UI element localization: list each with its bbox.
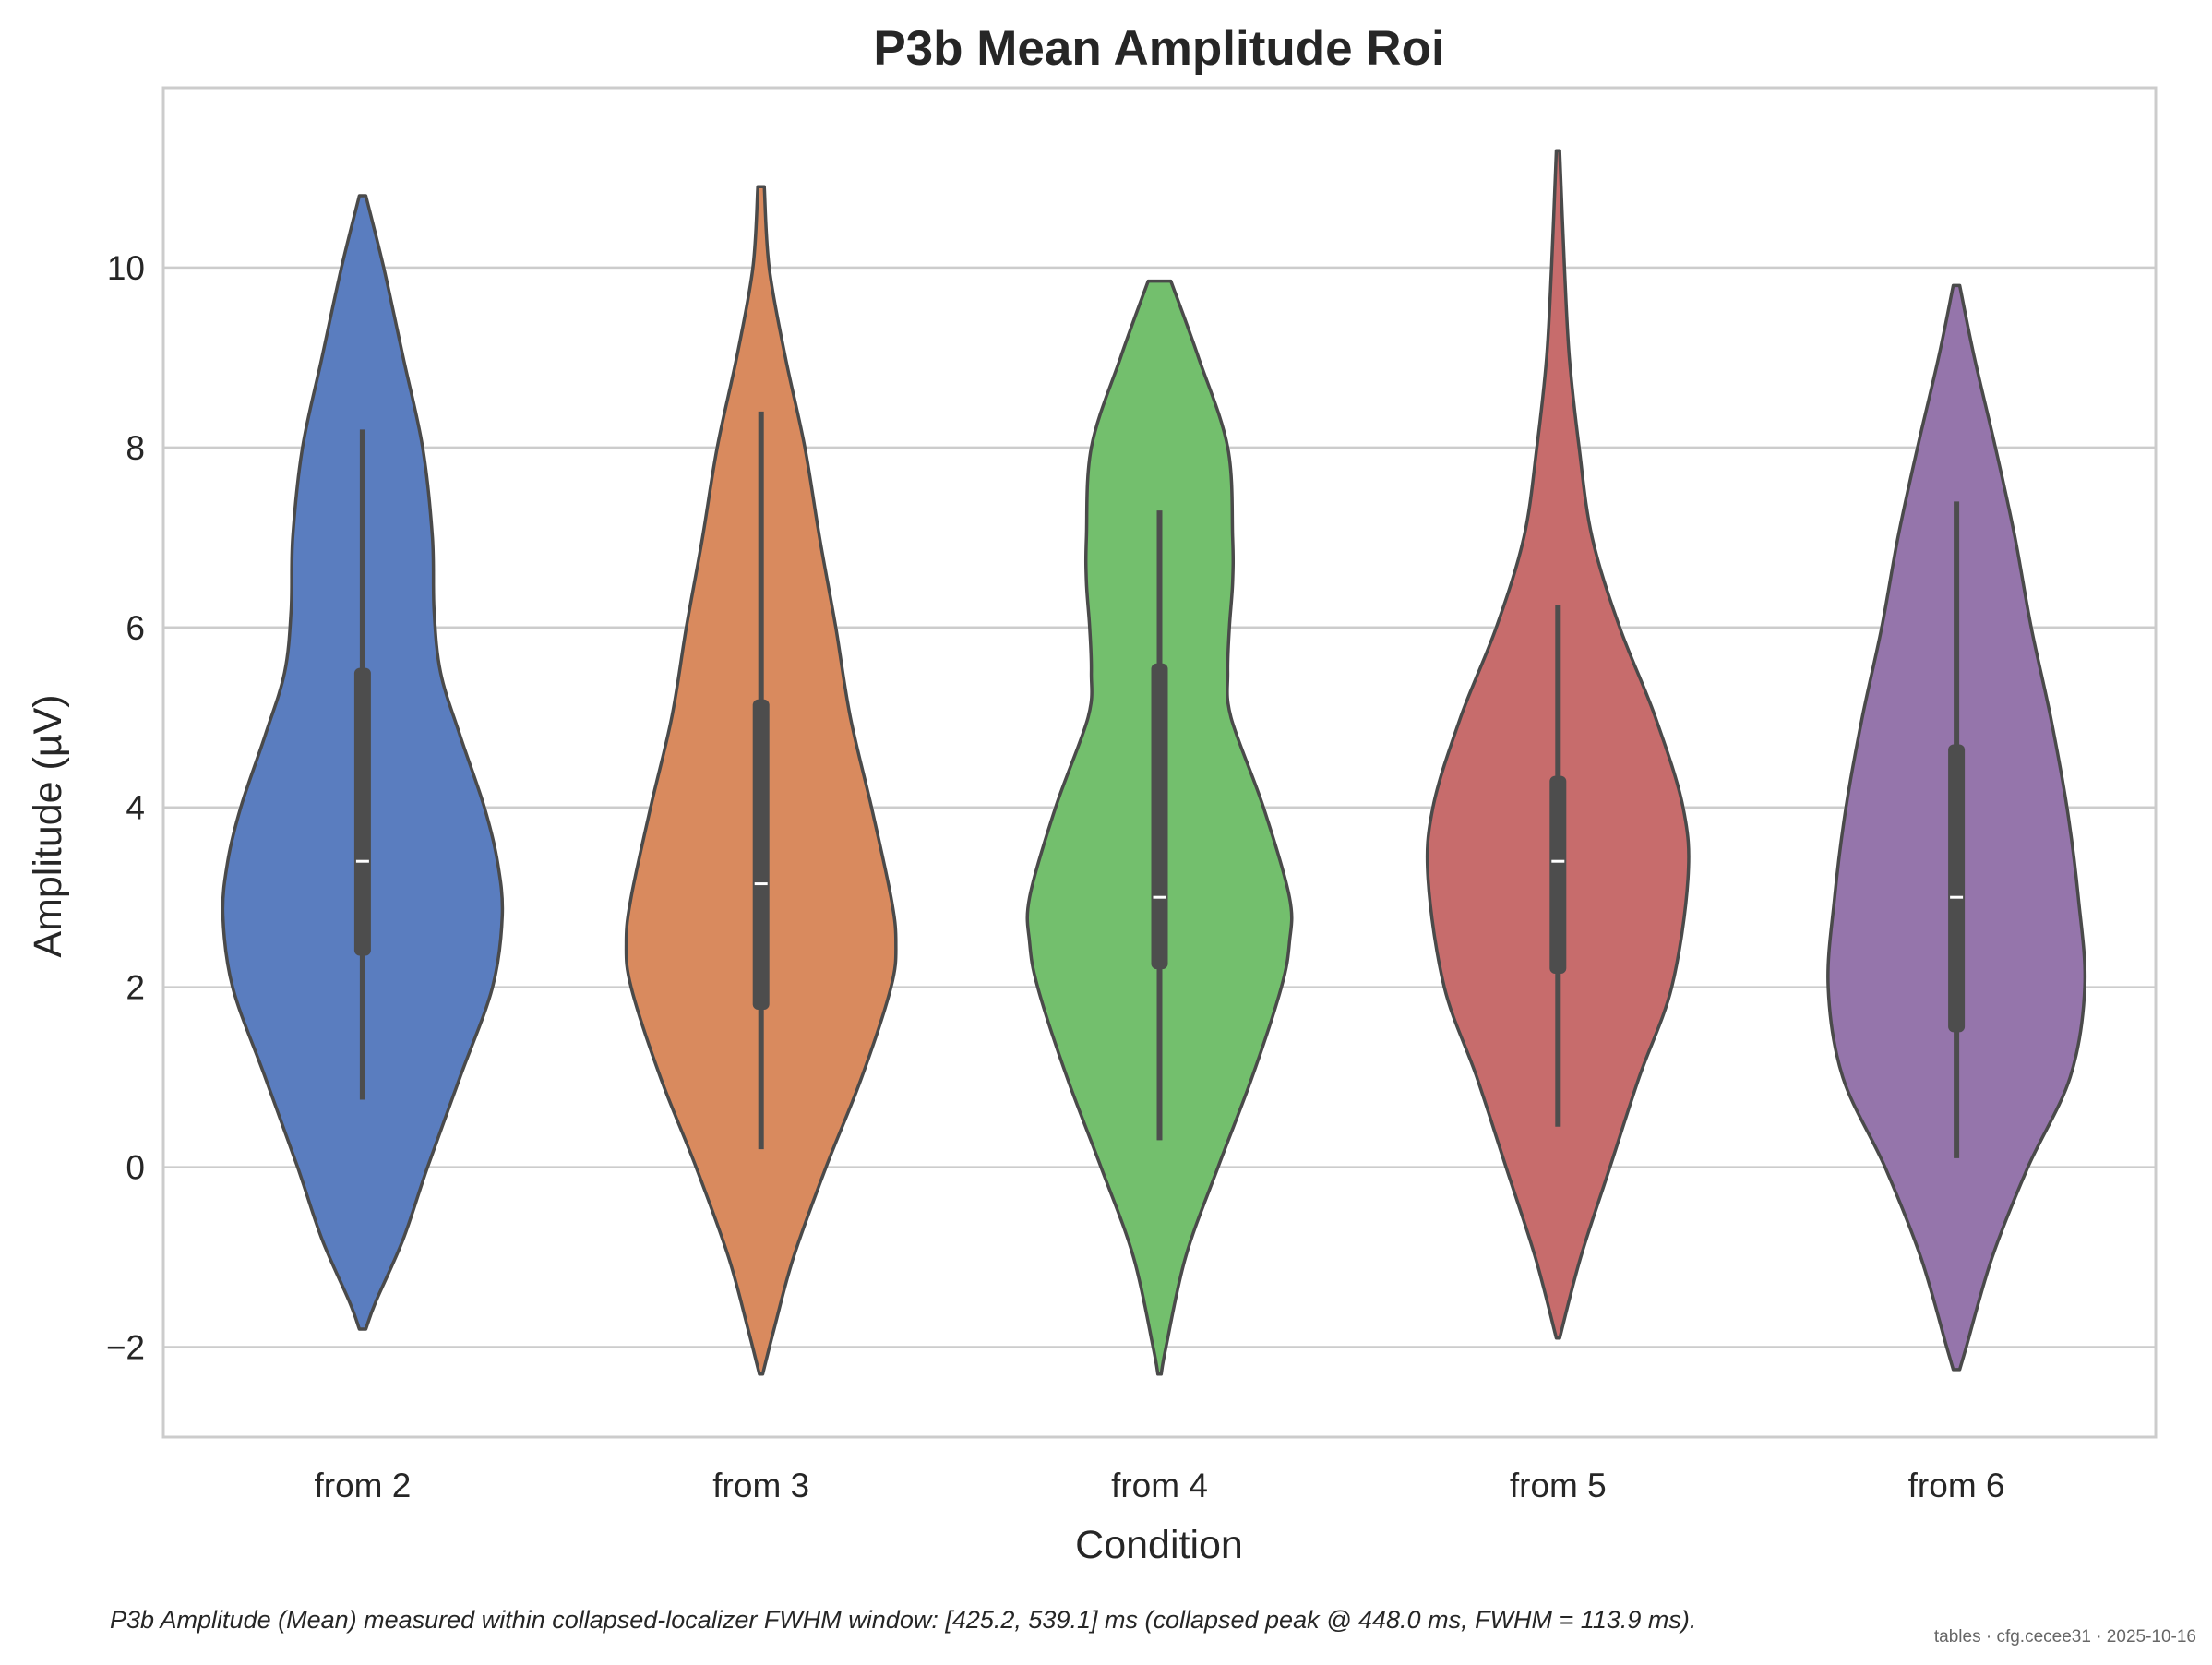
x-tick-label: from 3	[712, 1467, 809, 1504]
plot-frame	[161, 86, 2158, 1439]
x-axis-label: Condition	[1075, 1523, 1243, 1567]
y-tick-label: 4	[126, 789, 145, 827]
y-tick-label: 6	[126, 609, 145, 647]
violin-iqr-box	[1948, 744, 1966, 1033]
y-tick-label: −2	[106, 1329, 145, 1367]
x-tick-label: from 5	[1510, 1467, 1607, 1504]
y-tick-label: 10	[107, 249, 145, 287]
violin-iqr-box	[353, 667, 371, 956]
y-tick-labels: −2 0 2 4 6 8 10	[106, 249, 145, 1367]
x-tick-label: from 6	[1908, 1467, 2005, 1504]
violin-iqr-box	[1151, 663, 1168, 970]
figure-caption: P3b Amplitude (Mean) measured within col…	[110, 1606, 1696, 1634]
y-axis-label: Amplitude (µV)	[26, 694, 70, 957]
y-tick-label: 8	[126, 429, 145, 467]
violin-from-6	[1826, 283, 2087, 1372]
chart-title: P3b Mean Amplitude Roi	[873, 21, 1444, 76]
violin-from-3	[624, 185, 898, 1376]
y-tick-label: 0	[126, 1149, 145, 1187]
x-tick-label: from 4	[1111, 1467, 1208, 1504]
source-stamp: tables · cfg.cecee31 · 2025-10-16	[1934, 1627, 2196, 1647]
violin-from-2	[221, 194, 505, 1331]
violin-from-4	[1025, 279, 1294, 1376]
x-tick-labels: from 2 from 3 from 4 from 5 from 6	[314, 1467, 2004, 1504]
violin-iqr-box	[752, 699, 770, 1011]
violin-series	[221, 149, 2087, 1376]
violin-iqr-box	[1549, 775, 1567, 975]
y-tick-label: 2	[126, 969, 145, 1007]
violin-from-5	[1425, 149, 1691, 1340]
x-tick-label: from 2	[314, 1467, 411, 1504]
